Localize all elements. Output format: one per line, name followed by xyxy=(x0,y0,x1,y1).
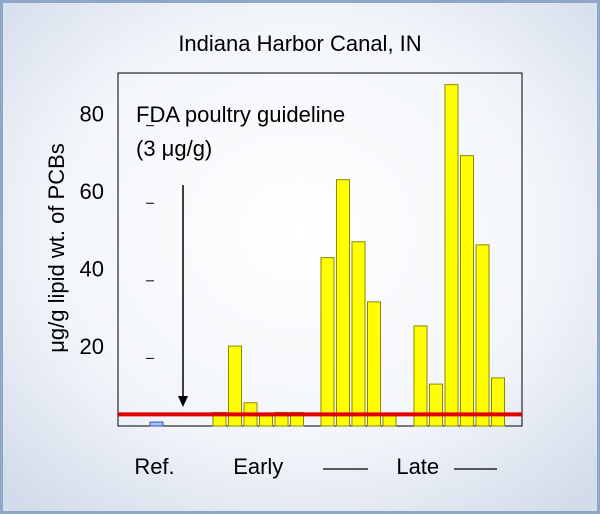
chart-title: Indiana Harbor Canal, IN xyxy=(178,31,421,56)
group-label: Ref. xyxy=(134,454,174,479)
bar xyxy=(336,179,350,427)
bar xyxy=(149,421,164,427)
annotation: (3 μg/g) xyxy=(136,136,212,161)
bar xyxy=(351,241,366,427)
bar xyxy=(382,415,397,427)
y-axis-label: μg/g lipid wt. of PCBs xyxy=(44,143,69,353)
y-tick-label: 40 xyxy=(80,257,104,282)
bar xyxy=(491,377,505,427)
arrow-head xyxy=(178,396,188,407)
group-label: Late xyxy=(396,454,439,479)
bar xyxy=(367,301,381,427)
bar xyxy=(460,155,474,427)
bar xyxy=(228,345,242,427)
bar xyxy=(429,383,443,427)
y-tick-label: 60 xyxy=(80,179,104,204)
y-tick-label: 20 xyxy=(80,334,104,359)
bar xyxy=(475,244,490,427)
annotation: FDA poultry guideline xyxy=(136,102,345,127)
bar xyxy=(259,415,273,427)
group-label: Early xyxy=(233,454,283,479)
bar xyxy=(320,257,335,427)
bar xyxy=(444,84,459,427)
plot-frame xyxy=(117,72,523,427)
y-tick-label: 80 xyxy=(80,101,104,126)
bar xyxy=(413,325,428,427)
